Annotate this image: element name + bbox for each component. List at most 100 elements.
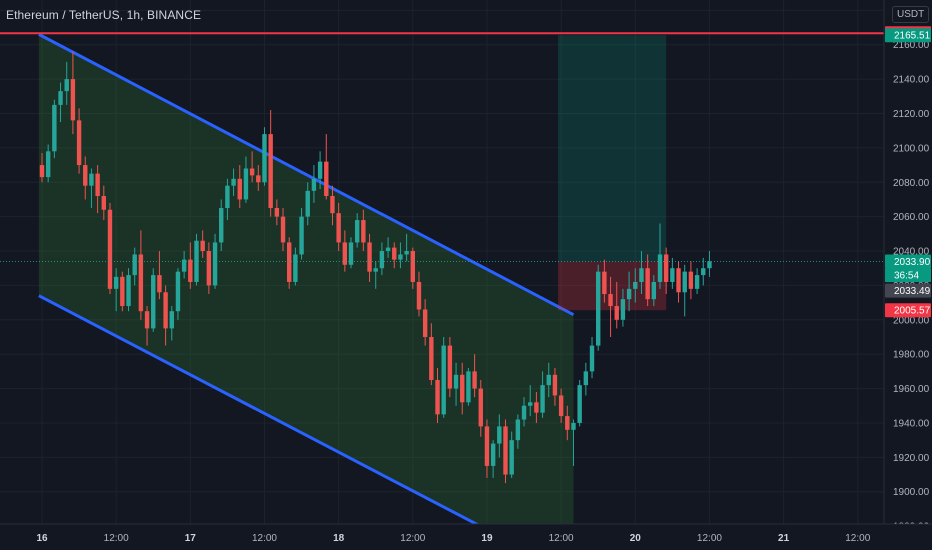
price-tick-label: 1920.00 [893, 453, 930, 464]
time-tick-label: 12:00 [104, 533, 129, 544]
candle-body [404, 251, 409, 255]
candle-body [169, 311, 174, 329]
candle-body [361, 220, 366, 243]
time-tick-label: 12:00 [697, 533, 722, 544]
candle-body [528, 402, 533, 406]
candle-body [608, 294, 613, 307]
candle-body [682, 271, 687, 293]
time-tick-label: 12:00 [549, 533, 574, 544]
candle-body [225, 185, 230, 209]
candle-body [626, 288, 632, 300]
candle-body [157, 275, 162, 293]
candle-body [101, 196, 106, 210]
candle-body [305, 190, 310, 217]
candle-body [583, 371, 589, 386]
candle-body [175, 271, 181, 312]
horizontal-lines[interactable] [0, 32, 884, 263]
candle-body [287, 242, 292, 282]
candle-body [299, 216, 304, 255]
candle-body [466, 371, 471, 403]
candle-body [348, 242, 354, 265]
candle-body [639, 268, 644, 282]
candle-body [188, 259, 193, 282]
candle-body [268, 134, 273, 209]
candle-body [577, 385, 582, 423]
candle-body [138, 254, 144, 312]
price-tick-label: 2100.00 [893, 143, 930, 154]
candle-body [490, 443, 496, 466]
candle-body [571, 422, 576, 430]
candle-body [707, 261, 712, 269]
time-axis[interactable]: 16 12:00 17 12:00 18 12:00 19 12:00 20 12:00 21 12:… [0, 523, 932, 550]
candle-body [107, 209, 113, 289]
currency-badge[interactable]: USDT [892, 6, 930, 23]
candle-body [694, 275, 700, 289]
candle-body [120, 276, 125, 307]
candle-body [76, 120, 82, 166]
candle-body [657, 254, 663, 282]
candle-body [70, 79, 76, 121]
candle-body [83, 165, 88, 186]
candle-body [89, 173, 94, 186]
candle-body [373, 268, 378, 272]
candle-body [144, 311, 150, 329]
descending-channel[interactable] [38, 33, 575, 531]
price-tick-label: 1960.00 [893, 384, 930, 395]
candle-body [602, 271, 607, 295]
candle-body [503, 426, 508, 475]
candle-body [688, 271, 694, 289]
candle-body [429, 336, 434, 380]
candle-body [435, 379, 440, 415]
candle-body [132, 254, 137, 276]
candle-body [497, 426, 502, 444]
price-tag [885, 268, 931, 283]
channel-upper-line[interactable] [38, 33, 575, 316]
candle-body [447, 345, 453, 389]
candle-body [379, 251, 385, 269]
candle-body [540, 385, 545, 413]
position-profit-zone[interactable] [558, 35, 667, 262]
time-tick-label: 21 [778, 533, 790, 544]
candle-body [45, 151, 51, 178]
candle-body [262, 134, 267, 183]
candle-body [212, 242, 218, 286]
channel-lower-line[interactable] [38, 294, 488, 531]
price-tag [885, 303, 931, 318]
candle-body [311, 178, 317, 191]
candle-body [701, 268, 706, 276]
candle-body [515, 419, 521, 441]
candle-body [509, 440, 514, 475]
candle-body [231, 178, 236, 186]
candle-body [484, 426, 490, 466]
candle-body [558, 395, 564, 417]
candle-body [422, 309, 428, 337]
candle-body [416, 281, 422, 310]
candle-body [534, 402, 539, 413]
price-tick-label: 2120.00 [893, 109, 930, 120]
candle-body [645, 268, 650, 300]
candle-body [367, 242, 372, 272]
price-tag-label: 2033.90 [894, 257, 931, 268]
price-tick-label: 2000.00 [893, 315, 930, 326]
price-tick-label: 1940.00 [893, 418, 930, 429]
candle-body [670, 268, 675, 282]
candle-body [589, 345, 595, 372]
candle-body [392, 247, 397, 260]
price-tick-label: 2140.00 [893, 75, 930, 86]
candle-body [441, 345, 446, 415]
candle-body [398, 254, 403, 260]
price-tick-label: 2080.00 [893, 178, 930, 189]
candle-body [194, 240, 199, 282]
price-tag [885, 254, 931, 269]
candle-body [596, 271, 601, 346]
long-position-tool[interactable] [558, 35, 667, 311]
candle-body [95, 173, 100, 197]
symbol-title[interactable]: Ethereum / TetherUS, 1h, BINANCE [6, 8, 202, 22]
candle-body [151, 275, 156, 329]
time-tick-label: 20 [630, 533, 642, 544]
candle-body [200, 240, 205, 252]
price-tag-label: 36:54 [894, 271, 919, 282]
candle-body [478, 388, 483, 427]
